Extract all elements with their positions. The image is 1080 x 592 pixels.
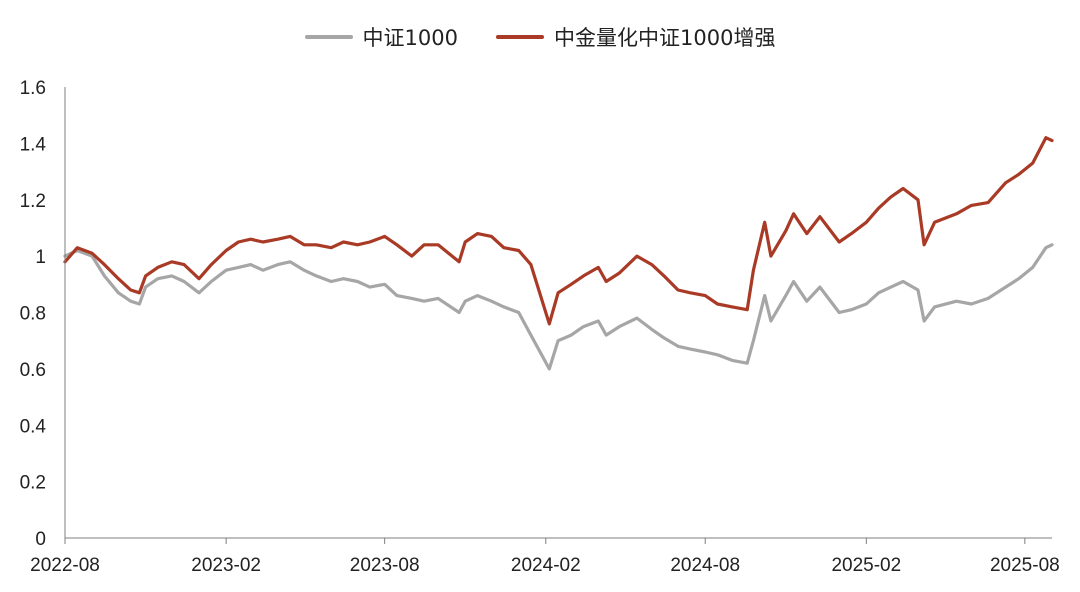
y-tick-label: 0 — [35, 529, 46, 550]
series-layer — [63, 136, 1054, 371]
x-tick-label: 2023-02 — [191, 555, 261, 576]
y-tick-label: 1 — [35, 247, 46, 268]
y-tick-label: 0.4 — [20, 416, 47, 437]
legend-label-cicc-quant: 中金量化中证1000增强 — [554, 26, 776, 50]
x-tick-label: 2022-08 — [30, 555, 100, 576]
y-tick-label: 1.6 — [20, 78, 46, 99]
x-tick-label: 2025-08 — [990, 555, 1060, 576]
y-axis-ticks: 0 0.2 0.4 0.6 0.8 1 1.2 1.4 1.6 — [20, 78, 47, 550]
y-tick-label: 0.2 — [20, 473, 46, 494]
y-tick-label: 0.8 — [20, 304, 46, 325]
y-tick-label: 1.2 — [20, 191, 46, 212]
legend-swatch-csi1000 — [304, 35, 353, 39]
y-tick-label: 0.6 — [20, 360, 46, 381]
legend-label-csi1000: 中证1000 — [362, 26, 458, 50]
x-tick-label: 2024-08 — [670, 555, 740, 576]
x-axis-ticks: 2022-08 2023-02 2023-08 2024-02 2024-08 2025-… — [30, 538, 1060, 576]
legend-swatch-cicc-quant — [496, 35, 544, 39]
y-tick-label: 1.4 — [20, 134, 47, 155]
legend: 中证1000 中金量化中证1000增强 — [0, 22, 1080, 52]
legend-item-csi1000: 中证1000 — [304, 22, 458, 52]
series-line-1 — [63, 136, 1054, 326]
series-line-0 — [63, 243, 1054, 371]
x-tick-label: 2023-08 — [350, 555, 420, 576]
x-tick-label: 2025-02 — [831, 555, 901, 576]
x-tick-label: 2024-02 — [511, 555, 581, 576]
legend-item-cicc-quant: 中金量化中证1000增强 — [496, 22, 775, 52]
